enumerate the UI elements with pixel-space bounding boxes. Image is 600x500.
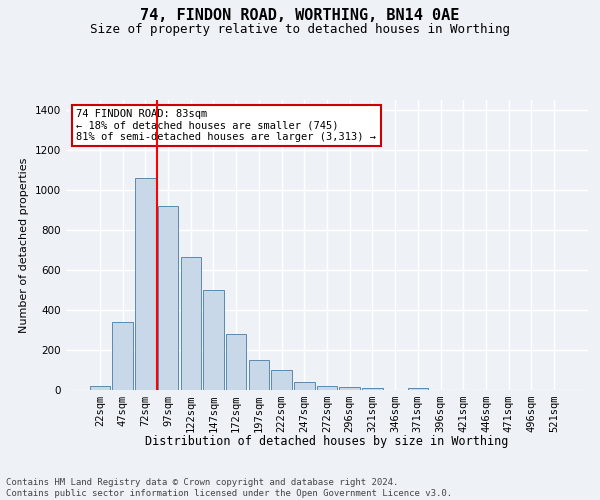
Bar: [226, 334, 247, 390]
Bar: [158, 206, 178, 390]
Bar: [112, 322, 133, 390]
Bar: [90, 386, 110, 390]
Bar: [407, 388, 428, 390]
Bar: [317, 386, 337, 390]
Text: Contains HM Land Registry data © Crown copyright and database right 2024.
Contai: Contains HM Land Registry data © Crown c…: [6, 478, 452, 498]
Bar: [248, 360, 269, 390]
Bar: [340, 387, 360, 390]
Bar: [203, 290, 224, 390]
Bar: [135, 178, 155, 390]
Y-axis label: Number of detached properties: Number of detached properties: [19, 158, 29, 332]
Text: Distribution of detached houses by size in Worthing: Distribution of detached houses by size …: [145, 435, 509, 448]
Bar: [271, 370, 292, 390]
Bar: [181, 257, 201, 390]
Bar: [294, 382, 314, 390]
Text: 74, FINDON ROAD, WORTHING, BN14 0AE: 74, FINDON ROAD, WORTHING, BN14 0AE: [140, 8, 460, 22]
Text: Size of property relative to detached houses in Worthing: Size of property relative to detached ho…: [90, 22, 510, 36]
Bar: [362, 388, 383, 390]
Text: 74 FINDON ROAD: 83sqm
← 18% of detached houses are smaller (745)
81% of semi-det: 74 FINDON ROAD: 83sqm ← 18% of detached …: [76, 108, 376, 142]
